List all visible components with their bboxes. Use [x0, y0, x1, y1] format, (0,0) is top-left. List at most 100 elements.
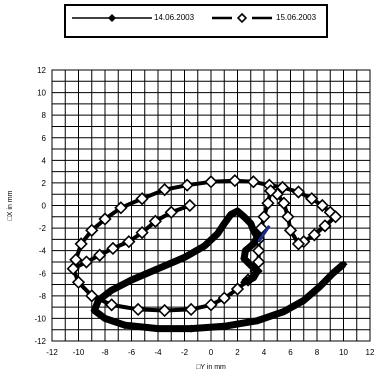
- x-tick-label: 2: [235, 348, 240, 357]
- x-tick-label: -6: [128, 348, 136, 357]
- data-point-series-1: [241, 246, 250, 255]
- y-tick-label: 8: [42, 111, 47, 120]
- data-point-series-2: [135, 192, 149, 206]
- data-point-series-2: [184, 302, 198, 317]
- y-tick-label: 4: [42, 156, 47, 165]
- data-point-series-2: [217, 291, 231, 305]
- data-point-series-2: [148, 214, 162, 228]
- data-point-series-2: [204, 175, 218, 189]
- data-point-series-2: [261, 196, 275, 210]
- data-point-series-1: [299, 296, 308, 305]
- y-axis-ticks: 12 10 8 6 4 2 0 -2 -4 -6 -8 -10 -12: [34, 66, 46, 346]
- data-point-series-2: [164, 205, 178, 219]
- x-axis-label: □Y in mm: [196, 364, 226, 371]
- data-point-series-2: [291, 185, 306, 199]
- data-point-series-1: [200, 242, 209, 251]
- data-point-series-2: [157, 183, 172, 197]
- data-point-series-1: [253, 266, 262, 275]
- data-point-series-1: [279, 307, 288, 316]
- data-point-series-1: [328, 269, 337, 278]
- data-point-series-1: [240, 212, 249, 221]
- data-point-series-2: [98, 212, 112, 226]
- y-tick-label: 2: [42, 179, 47, 188]
- data-point-series-2: [183, 198, 197, 213]
- x-tick-label: 0: [209, 348, 214, 357]
- data-point-series-2: [228, 174, 242, 188]
- legend-marker-series-1: [108, 14, 116, 22]
- y-tick-label: -10: [34, 314, 46, 323]
- data-point-series-2: [122, 235, 136, 249]
- data-point-series-1: [253, 316, 262, 325]
- legend-marker-series-2: [236, 12, 248, 24]
- data-point-series-2: [104, 298, 119, 312]
- data-point-series-2: [131, 302, 145, 317]
- data-point-series-1: [154, 264, 162, 273]
- data-point-series-2: [106, 241, 120, 256]
- data-point-series-2: [180, 178, 194, 192]
- data-point-series-2: [257, 210, 271, 224]
- data-point-series-2: [85, 223, 99, 237]
- data-point-series-2: [246, 175, 261, 189]
- data-point-series-2: [114, 201, 128, 215]
- data-point-series-2: [318, 219, 332, 233]
- legend-label-series-2: 15.06.2003: [276, 13, 317, 22]
- plot-frame: [51, 69, 371, 342]
- data-point-series-1: [249, 239, 258, 248]
- data-point-series-1: [127, 276, 136, 285]
- data-point-series-2: [85, 289, 99, 303]
- data-point-series-2: [307, 228, 321, 242]
- data-point-series-2: [254, 221, 268, 235]
- data-point-series-2: [291, 237, 306, 251]
- data-point-series-1: [240, 254, 249, 263]
- data-highlight-segment: [257, 224, 271, 243]
- data-point-series-1: [220, 322, 229, 331]
- x-tick-label: 6: [288, 348, 293, 357]
- y-tick-label: 12: [37, 66, 46, 75]
- y-tick-label: 10: [37, 89, 46, 98]
- data-point-series-2: [305, 192, 319, 206]
- x-tick-label: 10: [339, 348, 348, 357]
- y-tick-label: 0: [42, 202, 47, 211]
- data-point-series-1: [339, 260, 348, 269]
- data-point-series-2: [135, 225, 149, 240]
- legend-symbols: [72, 12, 272, 24]
- y-tick-label: -4: [39, 247, 47, 256]
- data-point-series-1: [107, 286, 116, 295]
- data-point-series-1: [226, 210, 235, 219]
- series-layer: [66, 174, 348, 333]
- x-tick-label: 4: [262, 348, 267, 357]
- data-point-series-1: [249, 273, 258, 282]
- data-point-series-2: [328, 210, 343, 224]
- data-point-series-2: [277, 196, 291, 210]
- data-point-series-2: [71, 275, 86, 289]
- y-tick-label: -6: [39, 269, 47, 278]
- y-axis-label: □X in mm: [7, 190, 14, 220]
- y-tick-label: -8: [39, 292, 47, 301]
- data-point-series-2: [315, 198, 329, 213]
- data-point-series-2: [66, 262, 80, 276]
- data-point-series-2: [157, 303, 172, 318]
- data-point-series-1: [101, 314, 109, 323]
- data-point-series-1: [246, 261, 255, 270]
- data-point-series-2: [93, 248, 107, 262]
- data-point-series-2: [281, 210, 295, 224]
- legend-label-series-1: 14.06.2003: [154, 13, 195, 22]
- y-tick-label: -2: [39, 224, 47, 233]
- legend: 14.06.2003 15.06.2003: [64, 4, 328, 38]
- data-point-series-1: [249, 226, 258, 235]
- data-point-series-2: [230, 282, 245, 296]
- data-point-series-1: [180, 253, 189, 262]
- data-point-series-1: [315, 282, 324, 291]
- y-tick-label: 6: [42, 134, 47, 143]
- x-tick-label: -12: [46, 348, 58, 357]
- data-point-series-2: [204, 298, 218, 312]
- data-point-series-2: [79, 255, 94, 269]
- data-point-series-1: [240, 278, 249, 287]
- x-tick-label: -10: [73, 348, 85, 357]
- x-tick-label: 12: [366, 348, 375, 357]
- x-tick-label: -4: [154, 348, 162, 357]
- x-tick-label: -8: [101, 348, 109, 357]
- x-tick-label: 8: [315, 348, 320, 357]
- data-point-series-1: [90, 306, 99, 315]
